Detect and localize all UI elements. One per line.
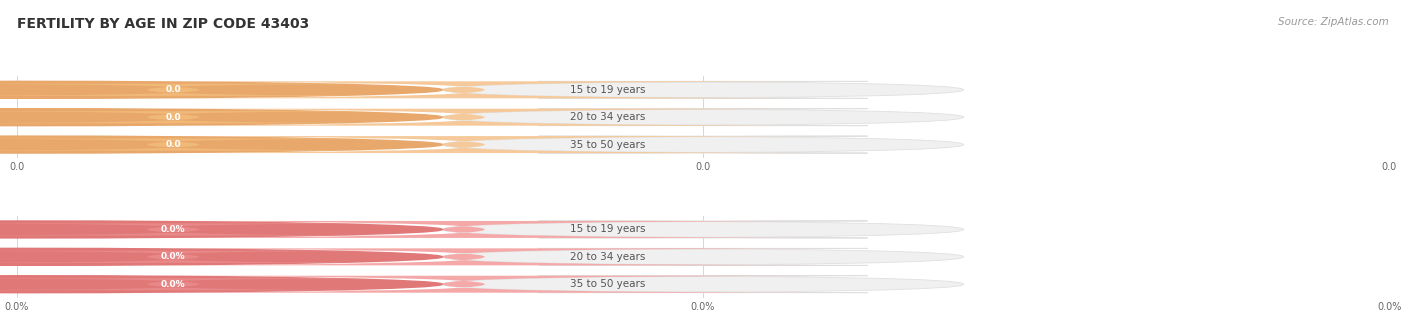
FancyBboxPatch shape bbox=[59, 276, 868, 293]
FancyBboxPatch shape bbox=[443, 221, 963, 238]
Text: 0.0: 0.0 bbox=[166, 85, 181, 94]
FancyBboxPatch shape bbox=[0, 138, 454, 151]
FancyBboxPatch shape bbox=[443, 136, 963, 153]
Circle shape bbox=[0, 109, 443, 126]
FancyBboxPatch shape bbox=[59, 221, 868, 238]
Circle shape bbox=[0, 136, 443, 153]
Text: 0.0: 0.0 bbox=[166, 140, 181, 149]
FancyBboxPatch shape bbox=[0, 223, 454, 236]
Text: 35 to 50 years: 35 to 50 years bbox=[569, 279, 645, 289]
FancyBboxPatch shape bbox=[59, 136, 868, 153]
Text: 15 to 19 years: 15 to 19 years bbox=[569, 85, 645, 95]
FancyBboxPatch shape bbox=[443, 81, 963, 98]
Text: 0.0%: 0.0% bbox=[162, 252, 186, 261]
FancyBboxPatch shape bbox=[443, 248, 963, 265]
FancyBboxPatch shape bbox=[59, 81, 868, 98]
FancyBboxPatch shape bbox=[0, 278, 454, 290]
FancyBboxPatch shape bbox=[59, 109, 868, 126]
Text: 0.0%: 0.0% bbox=[162, 280, 186, 289]
Text: 20 to 34 years: 20 to 34 years bbox=[569, 252, 645, 262]
Circle shape bbox=[0, 248, 443, 265]
FancyBboxPatch shape bbox=[0, 84, 454, 96]
Text: 0.0: 0.0 bbox=[166, 113, 181, 122]
FancyBboxPatch shape bbox=[0, 251, 454, 263]
FancyBboxPatch shape bbox=[0, 111, 454, 123]
Text: 15 to 19 years: 15 to 19 years bbox=[569, 224, 645, 234]
Circle shape bbox=[0, 81, 443, 98]
FancyBboxPatch shape bbox=[443, 276, 963, 293]
Text: 0.0%: 0.0% bbox=[162, 225, 186, 234]
Text: Source: ZipAtlas.com: Source: ZipAtlas.com bbox=[1278, 17, 1389, 26]
Circle shape bbox=[0, 276, 443, 293]
FancyBboxPatch shape bbox=[443, 109, 963, 126]
Text: 35 to 50 years: 35 to 50 years bbox=[569, 140, 645, 150]
FancyBboxPatch shape bbox=[59, 248, 868, 265]
Circle shape bbox=[0, 221, 443, 238]
Text: FERTILITY BY AGE IN ZIP CODE 43403: FERTILITY BY AGE IN ZIP CODE 43403 bbox=[17, 17, 309, 30]
Text: 20 to 34 years: 20 to 34 years bbox=[569, 112, 645, 122]
